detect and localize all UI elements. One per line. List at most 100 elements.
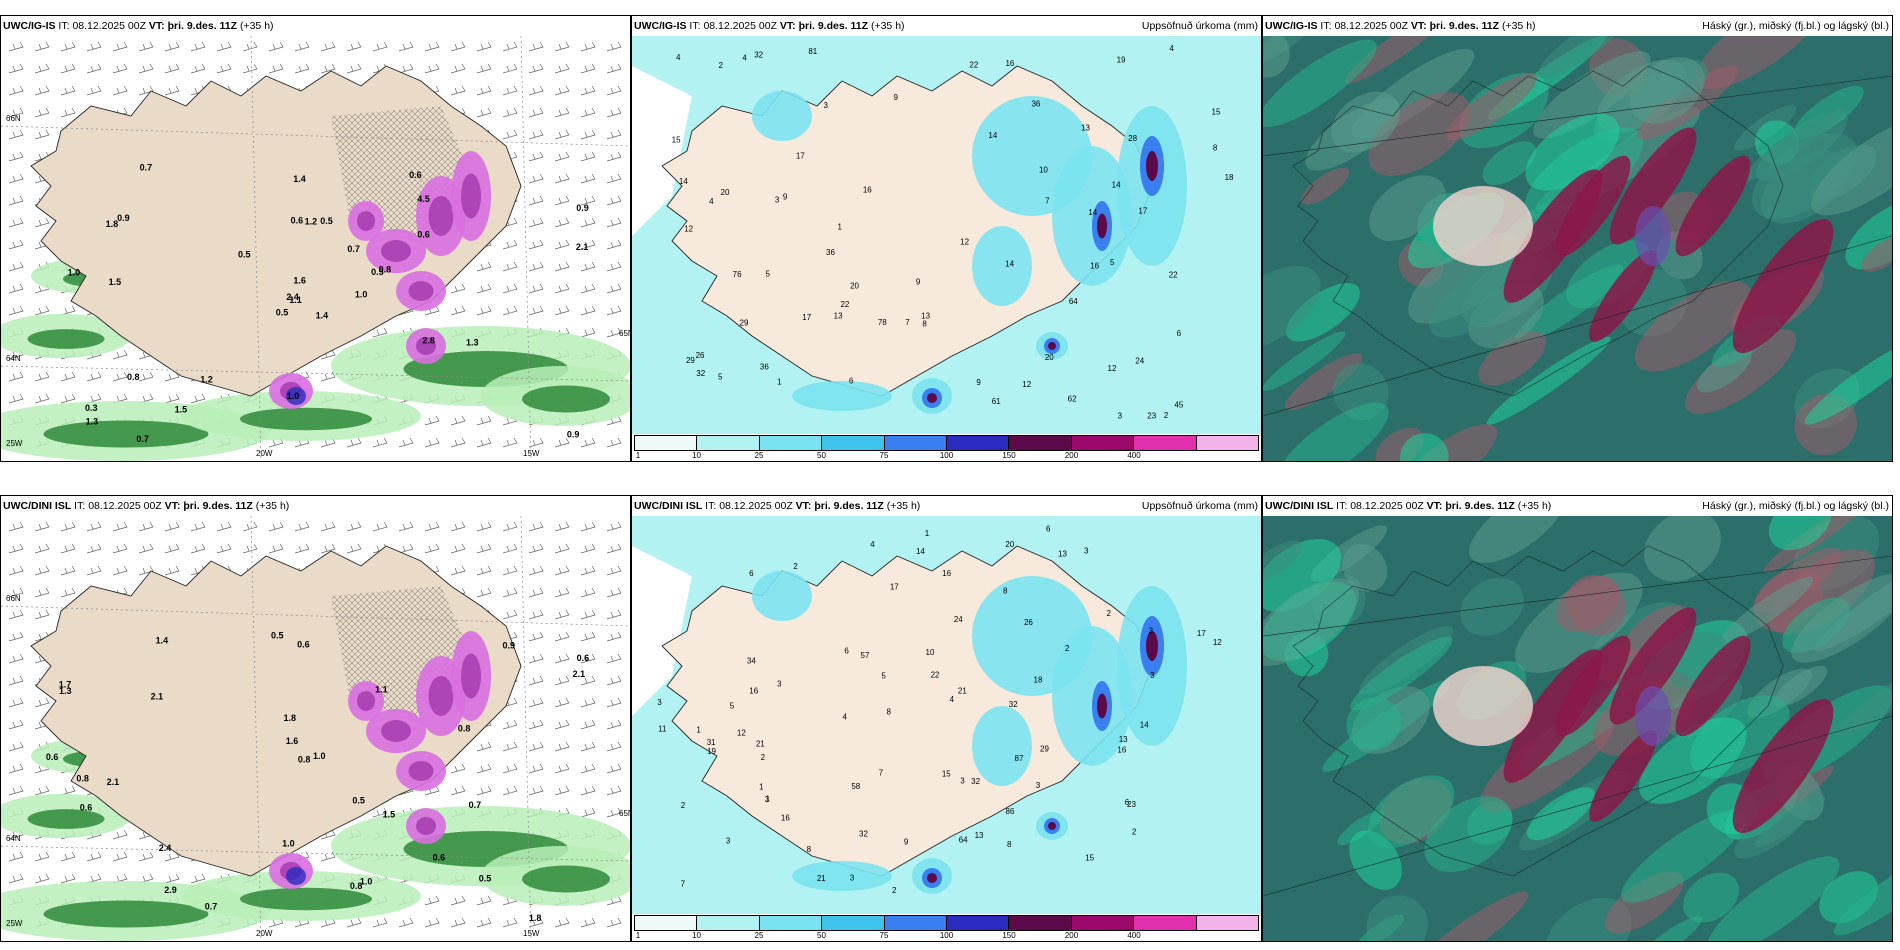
wind-barb [476, 415, 492, 426]
value-label: 0.6 [417, 229, 430, 239]
value-label: 3 [824, 101, 829, 110]
high-cloud [1675, 635, 1751, 737]
value-label: 12 [737, 729, 746, 738]
value-label: 16 [781, 813, 790, 822]
wind-barb [554, 697, 570, 708]
value-label: 4 [709, 197, 714, 206]
colorbar-tick: 75 [879, 931, 889, 940]
value-label: 1.1 [375, 684, 388, 694]
wind-barb [346, 437, 362, 448]
wind-barb [450, 437, 466, 448]
cloud-patch [1263, 578, 1360, 666]
precip-blob [972, 226, 1032, 306]
value-label: 6 [1177, 329, 1182, 338]
value-label: 31 [707, 738, 716, 747]
value-label: 16 [1090, 262, 1099, 271]
colorbar-tick: 100 [939, 931, 954, 940]
wind-barb [554, 283, 570, 294]
precip-core [240, 407, 372, 431]
value-label: 16 [749, 686, 758, 695]
high-cloud [1555, 635, 1631, 737]
colorbar-tick: 150 [1002, 451, 1016, 460]
wind-barb [606, 785, 622, 796]
value-label: 8 [1007, 840, 1012, 849]
value-label: 36 [1031, 100, 1040, 109]
wind-barb [450, 63, 466, 74]
wind-barb [580, 609, 596, 620]
value-label: 21 [756, 740, 765, 749]
value-label: 10 [1039, 166, 1048, 175]
precip-extreme [927, 873, 937, 883]
wind-barb [502, 741, 518, 752]
value-label: 0.7 [136, 434, 149, 444]
wind-barb [580, 305, 596, 316]
wind-barb [60, 873, 76, 884]
value-label: 12 [960, 238, 969, 247]
value-label: 1 [777, 378, 782, 387]
colorbar-tick: 400 [1127, 451, 1141, 460]
wind-barb [580, 565, 596, 576]
wind-barb [554, 719, 570, 730]
precip-blob [972, 706, 1032, 786]
value-label: 1.0 [68, 268, 81, 278]
wind-barb [606, 151, 622, 162]
wind-barb [346, 41, 362, 52]
cloud-patch [1301, 167, 1349, 205]
wind-barb [502, 63, 518, 74]
wind-barb [112, 349, 128, 360]
wind-barb [528, 261, 544, 272]
colorbar-swatch [1134, 916, 1197, 930]
graticule-line [250, 516, 262, 941]
wind-barb [528, 609, 544, 620]
precip-colorbar: 1 10 25 50 75 100 150 200 400 [632, 913, 1261, 941]
wind-barb [606, 543, 622, 554]
value-label: 6 [1125, 798, 1130, 807]
wind-barb [580, 173, 596, 184]
wind-barb [580, 437, 596, 448]
wind-barb [86, 371, 102, 382]
wind-barb [580, 631, 596, 642]
wind-barb [60, 785, 76, 796]
wind-barb [554, 173, 570, 184]
value-label: 17 [890, 582, 899, 591]
wind-barb [112, 85, 128, 96]
colorbar-swatch [697, 436, 760, 450]
precip-map: 3 3 2 2 3 3 2 1 3 2 1 1 3 4 2 4 2 3 3 3 8 14 17 21 22 32 31 20 24 29 3… [632, 516, 1261, 914]
wind-barb [86, 543, 102, 554]
magenta-core [461, 653, 481, 699]
value-label: 2.9 [164, 885, 177, 895]
wind-barb [34, 609, 50, 620]
wind-barb [34, 305, 50, 316]
wind-barb [502, 239, 518, 250]
wind-barb [242, 521, 258, 532]
value-label: 21 [958, 687, 967, 696]
value-label: 5 [718, 372, 723, 381]
value-label: 19 [1117, 56, 1126, 65]
wind-barb [8, 851, 24, 862]
wind-barb [502, 543, 518, 554]
value-label: 2.1 [107, 777, 120, 787]
wind-barb [450, 85, 466, 96]
value-label: 6 [749, 569, 754, 578]
wind-barb [450, 305, 466, 316]
cloud-patch [1366, 895, 1429, 941]
colorbar-swatch [947, 916, 1010, 930]
value-label: 16 [1005, 59, 1014, 68]
wind-barb [424, 415, 440, 426]
wind-barb [528, 587, 544, 598]
wind-barb [450, 895, 466, 906]
value-label: 15 [1085, 854, 1094, 863]
wind-barb [190, 543, 206, 554]
precip-extreme [1048, 342, 1056, 350]
wind-barb [606, 85, 622, 96]
wind-barb [60, 41, 76, 52]
axis-label: 15W [523, 929, 540, 938]
precip-extreme [1146, 631, 1158, 661]
colorbar-swatch [1196, 916, 1259, 930]
value-label: 4 [742, 53, 747, 62]
wind-barb [476, 895, 492, 906]
axis-label: 25W [6, 919, 23, 928]
cloud-patch [1482, 141, 1537, 185]
cloud-patch [1556, 575, 1620, 632]
value-label: 8 [886, 708, 891, 717]
